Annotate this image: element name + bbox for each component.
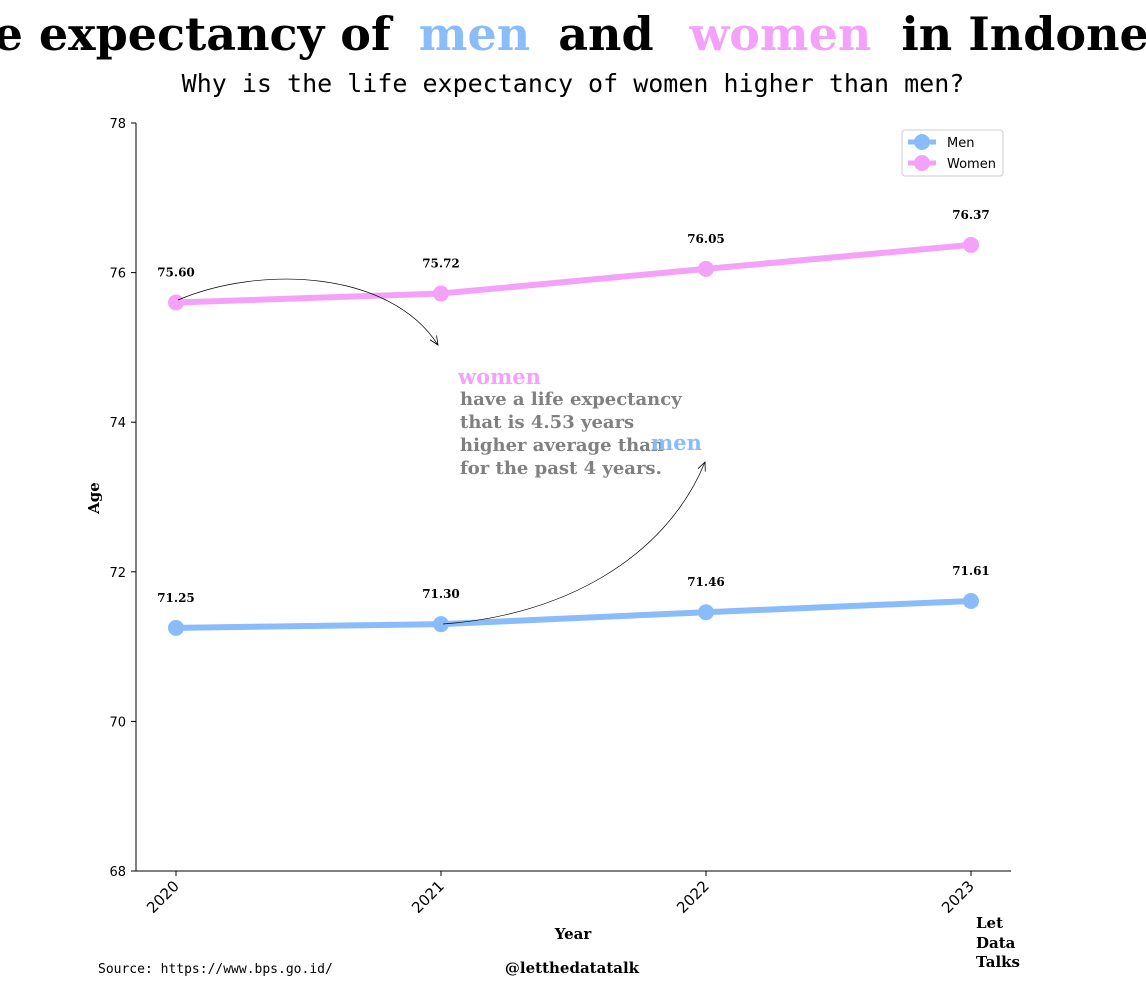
women-data-label: 75.60	[157, 266, 195, 280]
women-point	[433, 285, 449, 302]
handle-text: @letthedatatalk	[505, 959, 640, 977]
women-series-line	[173, 241, 974, 306]
men-data-label: 71.25	[157, 591, 195, 605]
title-part2: and	[558, 7, 653, 61]
x-ticks: 2020 2021 2022 2023	[143, 871, 978, 917]
men-point	[433, 616, 449, 633]
y-axis-label: Age	[85, 482, 103, 515]
brand-line-1: Let	[976, 914, 1003, 932]
annotation-men-word: men	[651, 430, 702, 455]
legend: Men Women	[901, 129, 1004, 177]
legend-women-marker	[914, 155, 930, 171]
women-point	[698, 260, 714, 277]
y-tick-label: 70	[109, 715, 126, 730]
annotation-text: women have a life expectancy that is 4.5…	[457, 364, 702, 479]
chart-subtitle: Why is the life expectancy of women high…	[182, 69, 965, 98]
title-women-word: women	[689, 7, 872, 61]
legend-women-label: Women	[947, 157, 996, 172]
legend-men-label: Men	[947, 136, 974, 151]
annotation-line-3: higher average than	[460, 435, 664, 456]
men-data-label: 71.46	[687, 575, 725, 589]
y-tick-label: 72	[109, 566, 126, 581]
x-tick-label: 2023	[938, 877, 978, 917]
men-series-line	[173, 597, 974, 631]
x-axis-label: Year	[554, 925, 593, 943]
annotation-arrow-women	[177, 278, 438, 345]
x-tick-label: 2020	[143, 877, 183, 917]
brand-line-2: Data	[976, 934, 1016, 952]
men-point	[698, 604, 714, 621]
men-point	[963, 592, 979, 609]
brand-line-3: Talks	[976, 953, 1020, 971]
title-part3: in Indonesia	[901, 7, 1146, 61]
women-data-label: 75.72	[422, 257, 460, 271]
title-part1: Life expectancy of	[0, 7, 394, 61]
women-data-label: 76.37	[952, 208, 990, 222]
women-point	[168, 294, 184, 311]
y-tick-label: 74	[109, 416, 126, 431]
brand-text: Let Data Talks	[976, 914, 1020, 971]
x-tick-label: 2022	[673, 877, 713, 917]
annotation-line-4: for the past 4 years.	[460, 458, 662, 479]
y-ticks: 68 70 72 74 76 78	[109, 117, 136, 880]
annotation-women-word: women	[457, 364, 541, 389]
legend-men-marker	[914, 134, 930, 150]
annotation-line-1: have a life expectancy	[460, 389, 682, 410]
series-layer	[168, 236, 979, 636]
x-tick-label: 2021	[408, 877, 448, 917]
men-data-label: 71.30	[422, 587, 460, 601]
men-data-label: 71.61	[952, 564, 990, 578]
men-point	[168, 619, 184, 636]
y-tick-label: 68	[109, 865, 126, 880]
title-men-word: men	[419, 7, 530, 61]
source-text: Source: https://www.bps.go.id/	[98, 962, 333, 977]
women-point	[963, 236, 979, 253]
y-tick-label: 76	[109, 267, 126, 282]
annotation-arrow-men	[442, 462, 705, 625]
annotation-line-2: that is 4.53 years	[460, 412, 634, 433]
data-label-layer: 71.25 71.30 71.46 71.61 75.60 75.72 76.05 76.37	[157, 208, 990, 605]
chart-title: Life expectancy of men and women in Indo…	[0, 7, 1146, 61]
women-data-label: 76.05	[687, 232, 725, 246]
y-tick-label: 78	[109, 117, 126, 132]
